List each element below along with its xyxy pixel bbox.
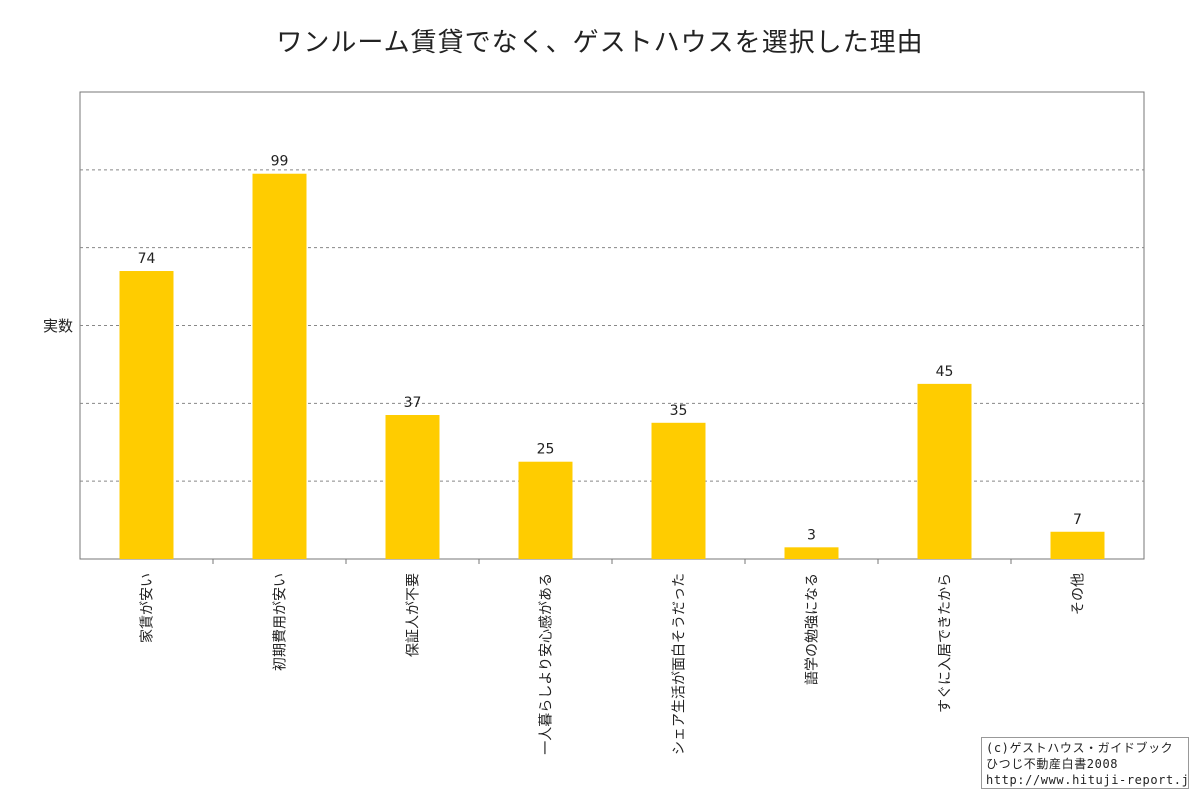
bar: [917, 383, 972, 559]
x-tick-label: すぐに入居できたから: [938, 573, 954, 713]
x-tick-label: 家賃が安い: [139, 573, 156, 643]
data-label: 7: [1073, 512, 1082, 528]
data-label: 25: [537, 442, 555, 458]
bar: [784, 547, 839, 559]
x-tick-label: 語学の勉強になる: [805, 573, 821, 685]
x-tick-label: 初期費用が安い: [272, 573, 289, 671]
data-label: 3: [807, 527, 816, 543]
data-label: 99: [271, 154, 289, 170]
bar: [119, 271, 174, 559]
data-label: 45: [936, 364, 954, 380]
x-tick-label: その他: [1071, 573, 1087, 615]
y-axis-label: 実数: [43, 317, 73, 335]
data-label: 74: [138, 251, 156, 267]
x-tick-label: 保証人が不要: [406, 573, 422, 657]
credit-line-source: ひつじ不動産白書2008: [986, 757, 1119, 771]
chart-title: ワンルーム賃貸でなく、ゲストハウスを選択した理由: [276, 28, 924, 58]
credit-box: (c)ゲストハウス・ガイドブック ひつじ不動産白書2008 http://www…: [981, 737, 1189, 789]
bar: [385, 415, 440, 559]
bars: [119, 173, 1105, 559]
data-label: 37: [404, 395, 422, 411]
data-label: 35: [670, 403, 688, 419]
x-tick-label: シェア生活が面白そうだった: [672, 573, 688, 755]
bar: [518, 461, 573, 559]
bar: [651, 422, 706, 559]
credit-line-url: http://www.hituji-report.jp/: [986, 773, 1189, 787]
bar: [1050, 531, 1105, 559]
x-axis: 家賃が安い 初期費用が安い 保証人が不要 一人暮らしより安心感がある シェア生活が面白そ…: [139, 559, 1087, 755]
x-tick-label: 一人暮らしより安心感がある: [538, 573, 555, 755]
bar: [252, 173, 307, 559]
credit-line-copyright: (c)ゲストハウス・ガイドブック: [986, 741, 1174, 755]
plot-area: [79, 91, 1145, 560]
data-labels: 74 99 37 25 35 3 45 7: [138, 154, 1082, 544]
